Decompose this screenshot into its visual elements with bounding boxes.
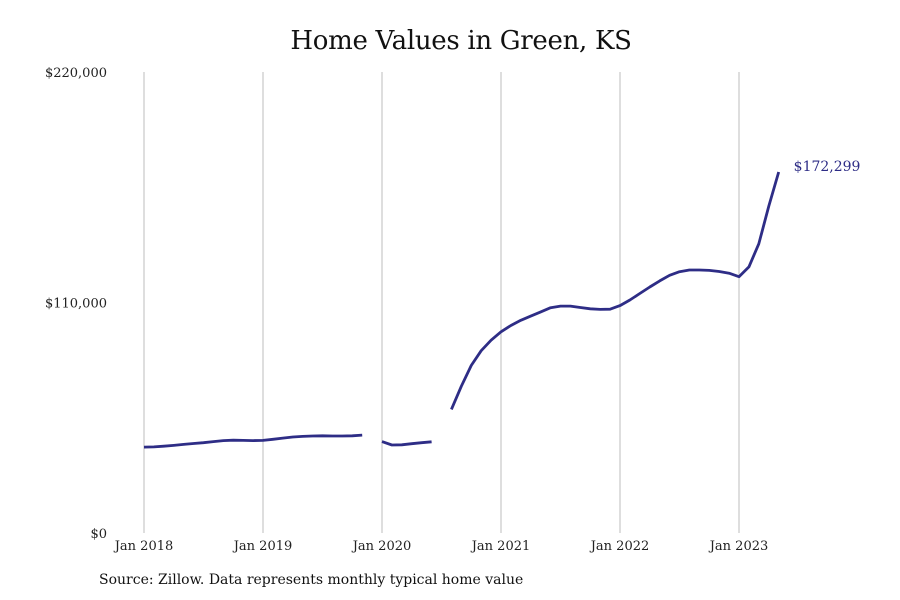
y-axis: $0 $110,000 $220,000 <box>45 66 107 542</box>
series-line-segment <box>143 433 363 449</box>
series-group <box>143 171 781 449</box>
x-tick-label: Jan 2020 <box>351 539 412 554</box>
y-tick-label: $110,000 <box>45 297 107 312</box>
series-line-segment <box>381 440 432 447</box>
x-tick-label: Jan 2019 <box>232 539 293 554</box>
x-axis: Jan 2018 Jan 2019 Jan 2020 Jan 2021 Jan 2022… <box>113 539 769 554</box>
annotation-group: $172,299 <box>794 159 861 175</box>
x-tick-label: Jan 2022 <box>589 539 650 554</box>
series-line-segment <box>450 171 781 410</box>
y-tick-label: $220,000 <box>45 66 107 81</box>
x-tick-label: Jan 2023 <box>708 539 769 554</box>
x-tick-label: Jan 2021 <box>470 539 531 554</box>
chart-title: Home Values in Green, KS <box>290 26 632 56</box>
end-value-label: $172,299 <box>794 159 861 175</box>
source-note: Source: Zillow. Data represents monthly … <box>99 572 524 588</box>
gridlines <box>143 72 740 533</box>
y-tick-label: $0 <box>90 527 107 542</box>
x-tick-label: Jan 2018 <box>113 539 174 554</box>
